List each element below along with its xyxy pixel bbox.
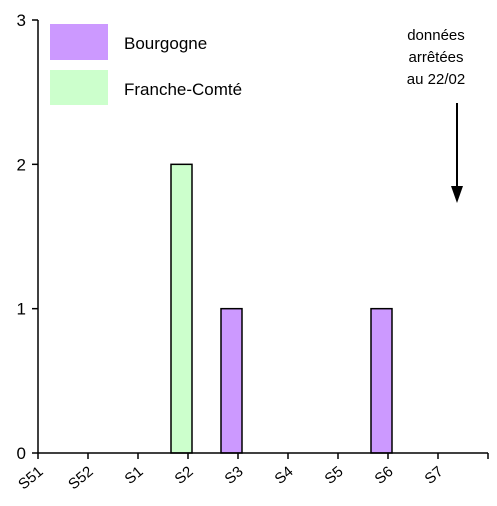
legend-swatch-bourgogne [50,24,108,60]
x-tick-label: S5 [322,463,347,488]
annotation-line-2: arrêtées [408,49,463,66]
legend-label-franche-comte: Franche-Comté [124,80,242,99]
annotation-line-3: au 22/02 [407,71,465,88]
x-tick-label: S52 [65,463,96,493]
y-tick-label: 0 [17,444,26,463]
annotation-arrow-head [451,186,463,203]
x-ticks: S51 S52 S1 S2 S3 S4 S5 S6 S7 [15,453,489,493]
bars [170,163,393,454]
y-tick-label: 3 [17,11,26,30]
bar-franche-comt--s1 [170,163,193,454]
x-tick-label: S4 [272,463,297,488]
x-tick-label: S3 [222,463,247,488]
y-tick-label: 2 [17,155,26,174]
bar-bourgogne-s5 [370,307,393,454]
bar-bourgogne-s2 [220,307,243,454]
legend-label-bourgogne: Bourgogne [124,34,207,53]
x-tick-label: S6 [372,463,397,488]
x-tick-label: S7 [422,463,447,488]
x-tick-label: S1 [122,463,147,488]
legend: Bourgogne Franche-Comté [50,24,242,105]
y-tick-label: 1 [17,300,26,319]
x-tick-label: S51 [15,463,46,493]
y-ticks: 0 1 2 3 [17,11,38,463]
annotation-line-1: données [407,27,465,44]
x-tick-label: S2 [172,463,197,488]
annotation: données arrêtées au 22/02 [407,27,465,203]
legend-swatch-franche-comte [50,70,108,105]
